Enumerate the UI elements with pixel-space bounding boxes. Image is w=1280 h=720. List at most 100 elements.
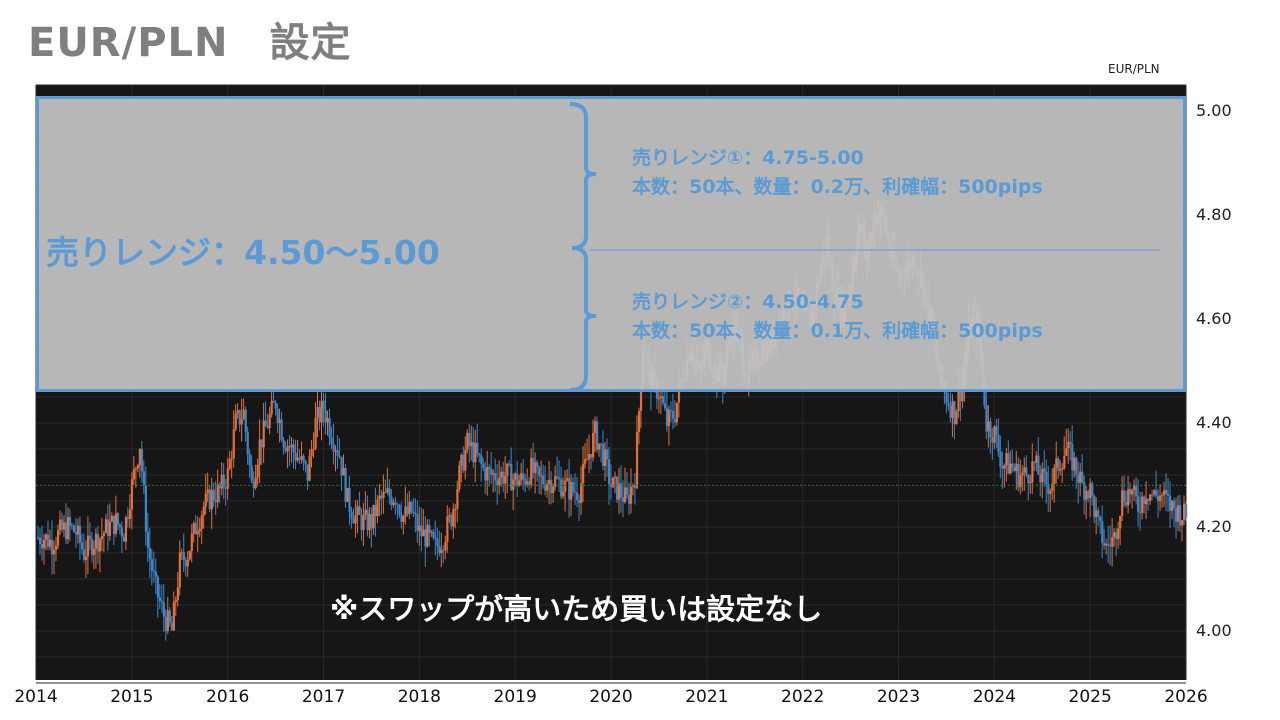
candle-body bbox=[1113, 532, 1116, 538]
candle-body bbox=[82, 549, 86, 560]
x-tick-label: 2015 bbox=[110, 687, 154, 707]
candle-body bbox=[1145, 498, 1148, 505]
candle-body bbox=[613, 476, 617, 478]
y-tick-label: 4.00 bbox=[1196, 621, 1232, 640]
candle-body bbox=[404, 506, 407, 517]
x-tick-label: 2021 bbox=[685, 687, 729, 707]
candle-body bbox=[959, 389, 962, 402]
candle-body bbox=[1027, 475, 1030, 484]
candle-body bbox=[1139, 511, 1142, 513]
candle-body bbox=[258, 439, 261, 465]
candle-body bbox=[196, 531, 199, 535]
x-tick-label: 2018 bbox=[397, 687, 441, 707]
candle-body bbox=[168, 610, 171, 623]
candle-body bbox=[328, 418, 331, 438]
y-tick-label: 4.20 bbox=[1196, 517, 1232, 536]
candle-body bbox=[364, 509, 367, 516]
candle-body bbox=[438, 545, 441, 554]
candle-body bbox=[102, 533, 106, 536]
candle-body bbox=[180, 552, 183, 554]
candle-body bbox=[96, 533, 100, 552]
candle-body bbox=[1111, 537, 1114, 547]
candle-body bbox=[1147, 498, 1150, 501]
candle-body bbox=[68, 517, 72, 526]
candle-body bbox=[1081, 471, 1084, 483]
candle-body bbox=[1015, 463, 1018, 471]
candle-body bbox=[294, 452, 297, 461]
candle-body bbox=[1171, 500, 1174, 511]
candle-body bbox=[386, 488, 389, 493]
candle-body bbox=[70, 525, 74, 527]
candle-body bbox=[124, 517, 128, 542]
candle-body bbox=[314, 417, 317, 449]
candle-body bbox=[204, 493, 207, 507]
candle-body bbox=[84, 556, 88, 560]
candle-body bbox=[486, 466, 489, 481]
candle-body bbox=[1163, 490, 1166, 495]
candle-body bbox=[608, 459, 611, 485]
candle-body bbox=[274, 402, 277, 409]
candle-body bbox=[945, 390, 948, 403]
candle-body bbox=[310, 449, 313, 457]
candle-body bbox=[40, 544, 44, 549]
candle-body bbox=[1063, 455, 1066, 469]
candle-body bbox=[611, 477, 615, 488]
candle-body bbox=[637, 410, 641, 432]
candle-body bbox=[348, 488, 351, 513]
candle-body bbox=[1143, 496, 1146, 505]
candle-body bbox=[1165, 490, 1168, 495]
candle-body bbox=[1121, 490, 1124, 516]
candle-body bbox=[268, 414, 271, 428]
candle-body bbox=[1053, 467, 1056, 484]
candle-body bbox=[528, 481, 531, 485]
candle-body bbox=[154, 571, 157, 577]
candle-body bbox=[951, 401, 954, 418]
candle-body bbox=[955, 411, 958, 424]
candle-body bbox=[1049, 490, 1052, 494]
candle-body bbox=[621, 497, 625, 503]
candle-body bbox=[524, 479, 527, 485]
candle-body bbox=[560, 479, 563, 497]
candle-body bbox=[625, 487, 629, 495]
candle-body bbox=[1007, 453, 1010, 474]
candle-body bbox=[484, 467, 487, 481]
candle-body bbox=[592, 432, 595, 458]
candle-body bbox=[264, 420, 267, 427]
candle-body bbox=[44, 534, 48, 540]
candle-body bbox=[570, 482, 573, 500]
candle-body bbox=[1061, 468, 1064, 470]
candle-body bbox=[116, 513, 120, 525]
candle-body bbox=[64, 522, 68, 540]
x-tick-label: 2016 bbox=[206, 687, 250, 707]
candle-body bbox=[186, 559, 189, 567]
candle-body bbox=[1037, 455, 1040, 475]
candle-body bbox=[188, 550, 191, 560]
x-tick-label: 2023 bbox=[876, 687, 921, 707]
brace-icon bbox=[569, 102, 597, 392]
candle-body bbox=[989, 421, 992, 438]
candle-body bbox=[1019, 475, 1022, 488]
candle-body bbox=[230, 458, 233, 460]
candle-body bbox=[46, 534, 50, 547]
candle-body bbox=[366, 509, 369, 531]
candle-body bbox=[52, 549, 56, 555]
candle-body bbox=[568, 478, 571, 500]
candle-body bbox=[544, 484, 547, 491]
candle-body bbox=[629, 486, 633, 504]
candle-body bbox=[1159, 495, 1162, 502]
candle-body bbox=[248, 453, 251, 466]
candle-body bbox=[1135, 485, 1138, 497]
candle-body bbox=[957, 389, 960, 412]
candle-body bbox=[947, 402, 950, 406]
candle-body bbox=[108, 521, 112, 536]
candle-body bbox=[72, 525, 76, 533]
candle-body bbox=[126, 517, 130, 519]
candle-body bbox=[1005, 453, 1008, 466]
candle-body bbox=[120, 527, 124, 537]
candle-body bbox=[995, 426, 998, 435]
candle-body bbox=[1065, 448, 1068, 456]
candle-body bbox=[42, 539, 46, 549]
main-range-label: 売りレンジ：4.50～5.00 bbox=[46, 233, 440, 272]
candle-body bbox=[1175, 507, 1178, 522]
